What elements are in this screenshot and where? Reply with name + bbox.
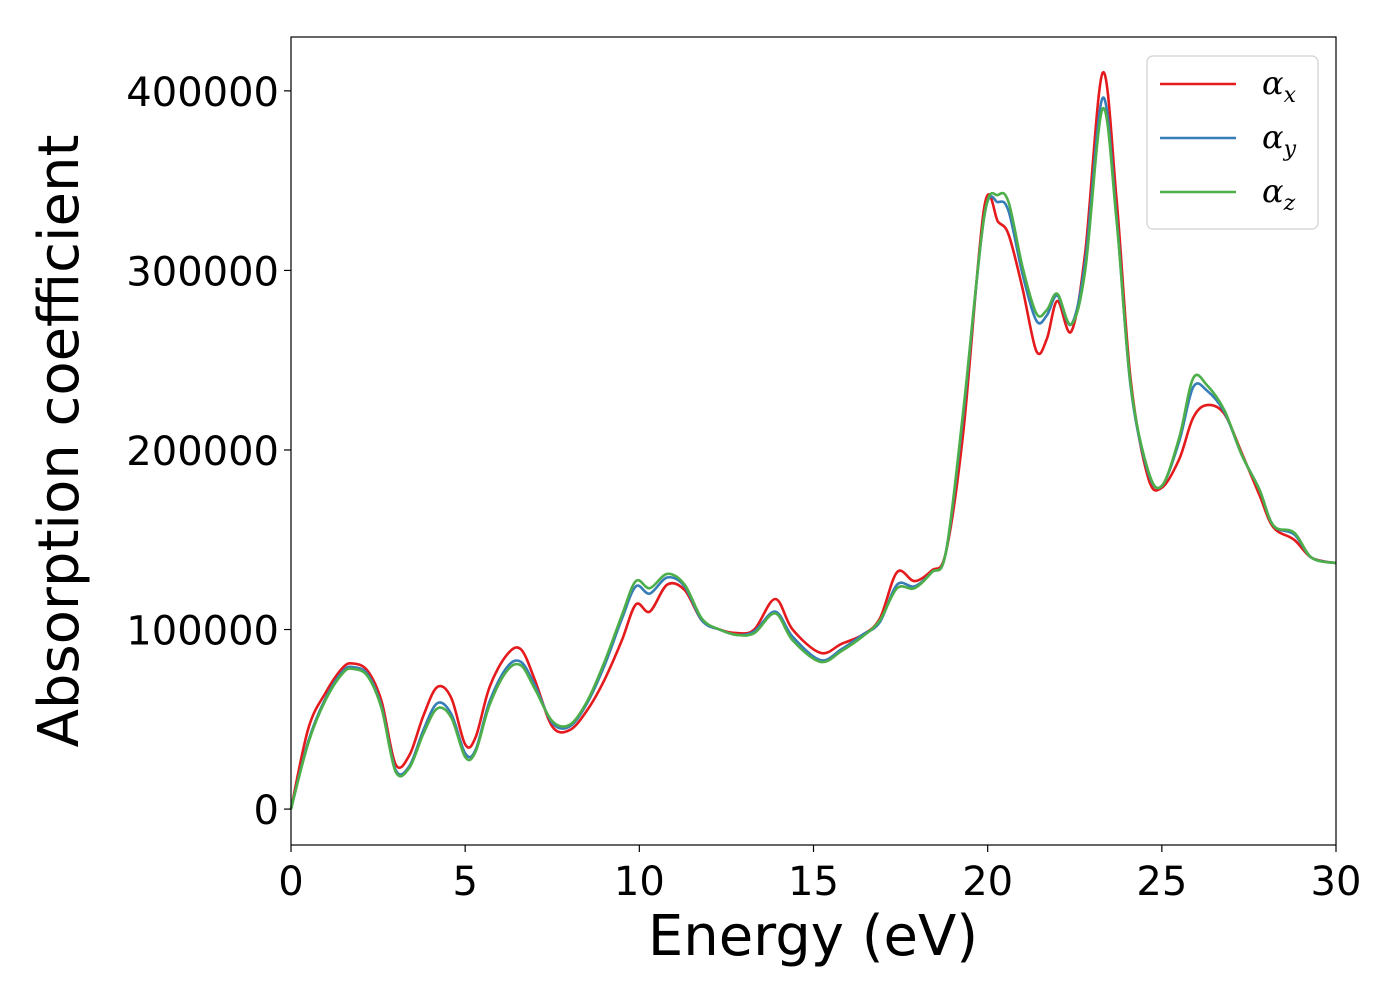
x-tick-label: 25 — [1136, 859, 1187, 905]
y-axis-label: Absorption coefficient — [27, 135, 92, 748]
x-tick-label: 0 — [278, 859, 303, 905]
x-tick-label: 5 — [452, 859, 477, 905]
y-axis: 0 100000 200000 300000 400000 — [126, 70, 291, 834]
legend-label-0: αx — [1262, 64, 1297, 108]
plot-lines — [289, 71, 1337, 810]
y-tick-label: 400000 — [126, 70, 279, 116]
y-tick-label: 200000 — [126, 429, 279, 475]
x-axis-label: Energy (eV) — [648, 904, 978, 969]
legend-label-1: αy — [1262, 118, 1297, 162]
x-tick-label: 20 — [962, 859, 1013, 905]
x-axis: 0 5 10 15 20 25 30 — [278, 845, 1361, 905]
legend: αx αy αz — [1146, 55, 1319, 230]
x-tick-label: 15 — [788, 859, 839, 905]
x-tick-label: 30 — [1311, 859, 1362, 905]
y-tick-label: 300000 — [126, 249, 279, 295]
series-line-2 — [289, 107, 1337, 810]
x-tick-label: 10 — [614, 859, 665, 905]
y-tick-label: 0 — [254, 788, 279, 834]
legend-box — [1146, 55, 1319, 230]
y-tick-label: 100000 — [126, 609, 279, 655]
legend-label-2: αz — [1262, 172, 1296, 216]
